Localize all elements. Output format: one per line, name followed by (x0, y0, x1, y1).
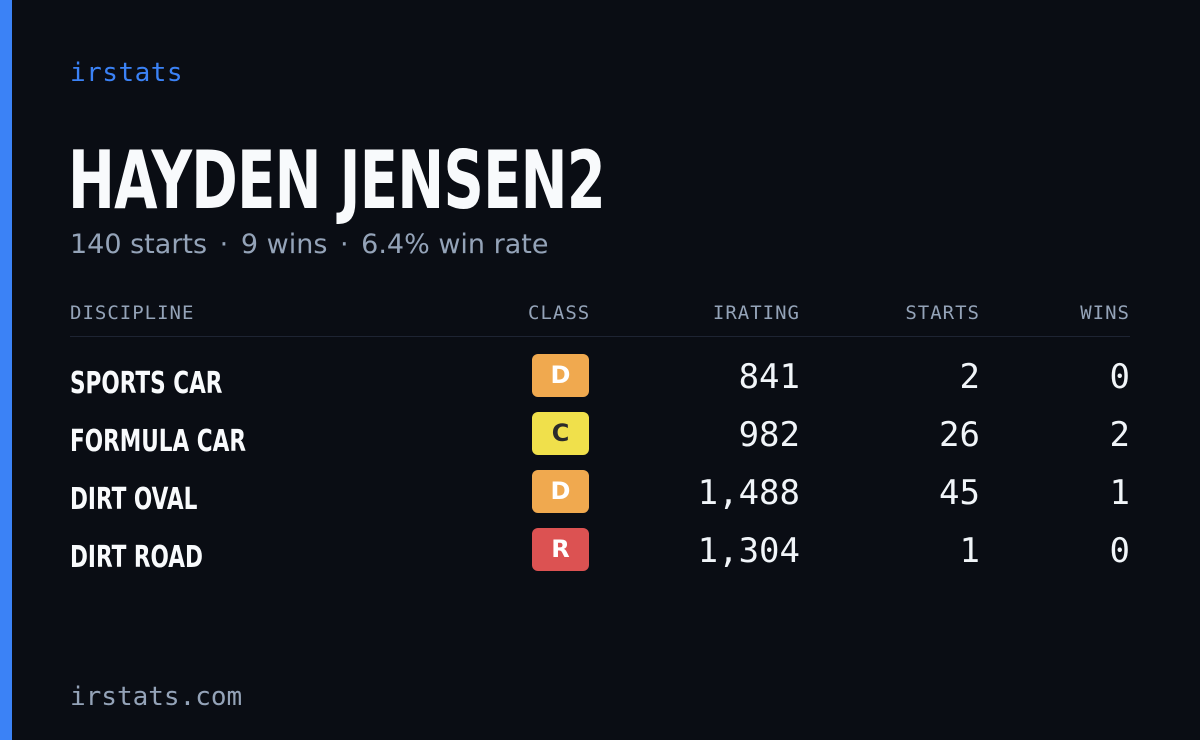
table-row: SPORTS CAR D 841 2 0 (70, 354, 1130, 412)
class-badge: D (532, 354, 589, 397)
summary-separator: · (339, 229, 349, 260)
wins-value: 0 (1109, 531, 1130, 571)
wins-value: 0 (1109, 357, 1130, 397)
discipline-name: FORMULA CAR (70, 424, 246, 459)
driver-name: HAYDEN JENSEN2 (68, 134, 606, 227)
table-row: FORMULA CAR C 982 26 2 (70, 412, 1130, 470)
discipline-name: SPORTS CAR (70, 366, 223, 401)
starts-value: 1 (959, 531, 980, 571)
brand-logo-text: irstats (70, 58, 184, 88)
wins-summary: 9 wins (240, 229, 328, 260)
class-badge: R (532, 528, 589, 571)
header-divider (70, 336, 1130, 337)
footer-domain: irstats.com (70, 682, 243, 712)
irating-value: 1,488 (697, 473, 800, 513)
starts-value: 26 (939, 415, 980, 455)
summary-separator: · (219, 229, 229, 260)
table-row: DIRT ROAD R 1,304 1 0 (70, 528, 1130, 586)
accent-bar (0, 0, 12, 740)
win-rate-summary: 6.4% win rate (361, 229, 549, 260)
wins-value: 1 (1109, 473, 1130, 513)
header-irating: IRATING (712, 302, 800, 324)
starts-value: 2 (959, 357, 980, 397)
header-class: CLASS (528, 302, 591, 324)
class-badge: C (532, 412, 589, 455)
header-starts: STARTS (905, 302, 980, 324)
discipline-name: DIRT OVAL (70, 482, 198, 517)
irating-value: 841 (738, 357, 800, 397)
header-wins: WINS (1080, 302, 1130, 324)
header-discipline: DISCIPLINE (70, 302, 195, 324)
starts-value: 45 (939, 473, 980, 513)
class-badge: D (532, 470, 589, 513)
discipline-name: DIRT ROAD (70, 540, 203, 575)
driver-summary: 140 starts · 9 wins · 6.4% win rate (70, 228, 548, 262)
wins-value: 2 (1109, 415, 1130, 455)
irating-value: 982 (738, 415, 800, 455)
starts-summary: 140 starts (70, 229, 208, 260)
table-row: DIRT OVAL D 1,488 45 1 (70, 470, 1130, 528)
irating-value: 1,304 (697, 531, 800, 571)
